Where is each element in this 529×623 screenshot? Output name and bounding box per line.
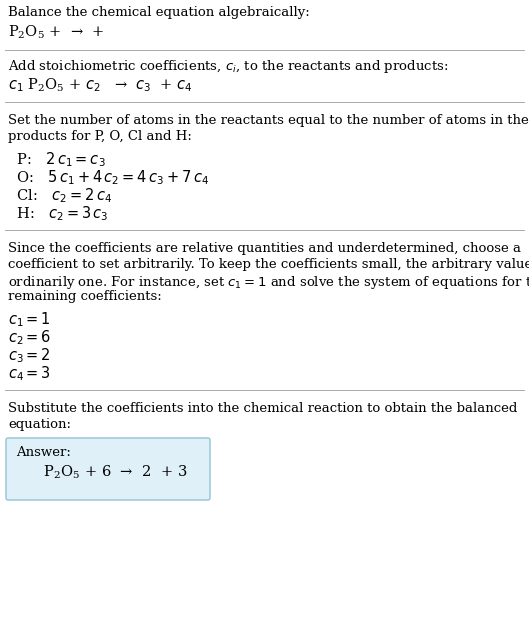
Text: Balance the chemical equation algebraically:: Balance the chemical equation algebraica…	[8, 6, 310, 19]
Text: Cl:   $c_2 = 2\,c_4$: Cl: $c_2 = 2\,c_4$	[12, 186, 112, 205]
Text: O:   $5\,c_1 + 4\,c_2 = 4\,c_3 + 7\,c_4$: O: $5\,c_1 + 4\,c_2 = 4\,c_3 + 7\,c_4$	[12, 168, 209, 187]
Text: Set the number of atoms in the reactants equal to the number of atoms in the: Set the number of atoms in the reactants…	[8, 114, 529, 127]
FancyBboxPatch shape	[6, 438, 210, 500]
Text: $\mathregular{P_2O_5}$ + 6  →  2  + 3: $\mathregular{P_2O_5}$ + 6 → 2 + 3	[16, 464, 187, 482]
Text: coefficient to set arbitrarily. To keep the coefficients small, the arbitrary va: coefficient to set arbitrarily. To keep …	[8, 258, 529, 271]
Text: Answer:: Answer:	[16, 446, 71, 459]
Text: Substitute the coefficients into the chemical reaction to obtain the balanced: Substitute the coefficients into the che…	[8, 402, 517, 415]
Text: H:   $c_2 = 3\,c_3$: H: $c_2 = 3\,c_3$	[12, 204, 108, 222]
Text: $c_1 = 1$: $c_1 = 1$	[8, 310, 51, 329]
Text: Since the coefficients are relative quantities and underdetermined, choose a: Since the coefficients are relative quan…	[8, 242, 521, 255]
Text: ordinarily one. For instance, set $c_1 = 1$ and solve the system of equations fo: ordinarily one. For instance, set $c_1 =…	[8, 274, 529, 291]
Text: $\mathregular{P_2O_5}$ +  →  +: $\mathregular{P_2O_5}$ + → +	[8, 24, 106, 41]
Text: $c_1$ $\mathregular{P_2O_5}$ + $c_2$   →  $c_3$  + $c_4$: $c_1$ $\mathregular{P_2O_5}$ + $c_2$ → $…	[8, 76, 193, 93]
Text: $c_4 = 3$: $c_4 = 3$	[8, 364, 51, 383]
Text: Add stoichiometric coefficients, $c_i$, to the reactants and products:: Add stoichiometric coefficients, $c_i$, …	[8, 58, 449, 75]
Text: $c_2 = 6$: $c_2 = 6$	[8, 328, 51, 347]
Text: P:   $2\,c_1 = c_3$: P: $2\,c_1 = c_3$	[12, 150, 106, 169]
Text: products for P, O, Cl and H:: products for P, O, Cl and H:	[8, 130, 192, 143]
Text: $c_3 = 2$: $c_3 = 2$	[8, 346, 51, 364]
Text: remaining coefficients:: remaining coefficients:	[8, 290, 162, 303]
Text: equation:: equation:	[8, 418, 71, 431]
